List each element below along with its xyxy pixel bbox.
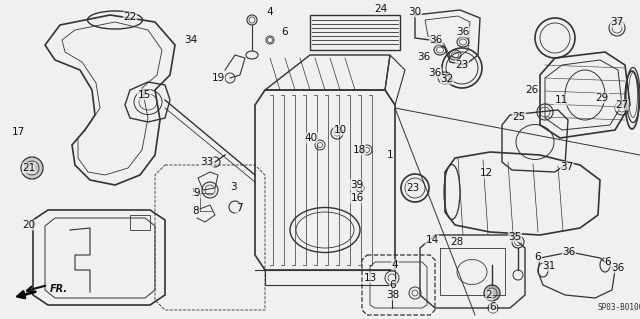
Text: 2: 2 <box>486 290 492 300</box>
Text: 34: 34 <box>184 35 198 45</box>
Text: 6: 6 <box>490 302 496 312</box>
Text: 21: 21 <box>22 163 36 173</box>
Text: 16: 16 <box>350 193 364 203</box>
Text: 6: 6 <box>534 252 541 262</box>
Text: 36: 36 <box>417 52 431 62</box>
Text: 19: 19 <box>211 73 225 83</box>
Text: 32: 32 <box>440 74 454 84</box>
Text: 33: 33 <box>200 157 214 167</box>
Text: 1: 1 <box>387 150 394 160</box>
Text: 14: 14 <box>426 235 438 245</box>
Text: 3: 3 <box>230 182 236 192</box>
Text: 15: 15 <box>138 90 150 100</box>
Text: 36: 36 <box>563 247 575 257</box>
Text: 30: 30 <box>408 7 422 17</box>
Text: 36: 36 <box>456 27 470 37</box>
Text: 26: 26 <box>525 85 539 95</box>
Text: 28: 28 <box>451 237 463 247</box>
Text: 40: 40 <box>305 133 317 143</box>
Text: 9: 9 <box>194 188 200 198</box>
Text: 6: 6 <box>605 257 611 267</box>
Text: 24: 24 <box>374 4 388 14</box>
Text: 10: 10 <box>333 125 347 135</box>
Text: 18: 18 <box>353 145 365 155</box>
Text: 6: 6 <box>390 280 396 290</box>
Text: 17: 17 <box>12 127 24 137</box>
Text: 29: 29 <box>595 93 609 103</box>
Text: 23: 23 <box>456 60 468 70</box>
Text: 37: 37 <box>611 17 623 27</box>
Text: 37: 37 <box>561 162 573 172</box>
Circle shape <box>21 157 43 179</box>
Text: 25: 25 <box>513 112 525 122</box>
Text: 4: 4 <box>392 260 398 270</box>
Text: FR.: FR. <box>50 284 68 294</box>
Text: 11: 11 <box>554 95 568 105</box>
Text: 6: 6 <box>282 27 288 37</box>
Text: 35: 35 <box>508 232 522 242</box>
Text: 36: 36 <box>428 68 442 78</box>
Text: 31: 31 <box>542 261 556 271</box>
Text: 7: 7 <box>236 203 243 213</box>
Text: 13: 13 <box>364 273 376 283</box>
Text: 23: 23 <box>406 183 420 193</box>
Text: 8: 8 <box>193 206 199 216</box>
Circle shape <box>484 285 500 301</box>
Text: 4: 4 <box>267 7 273 17</box>
Text: 36: 36 <box>429 35 443 45</box>
Text: SP03-B0100C: SP03-B0100C <box>598 303 640 312</box>
Text: 5: 5 <box>192 188 198 198</box>
Text: 12: 12 <box>479 168 493 178</box>
Text: 36: 36 <box>611 263 625 273</box>
Text: 20: 20 <box>22 220 36 230</box>
Text: 22: 22 <box>124 12 136 22</box>
Text: 27: 27 <box>616 100 628 110</box>
Text: 38: 38 <box>387 290 399 300</box>
Text: 39: 39 <box>350 180 364 190</box>
